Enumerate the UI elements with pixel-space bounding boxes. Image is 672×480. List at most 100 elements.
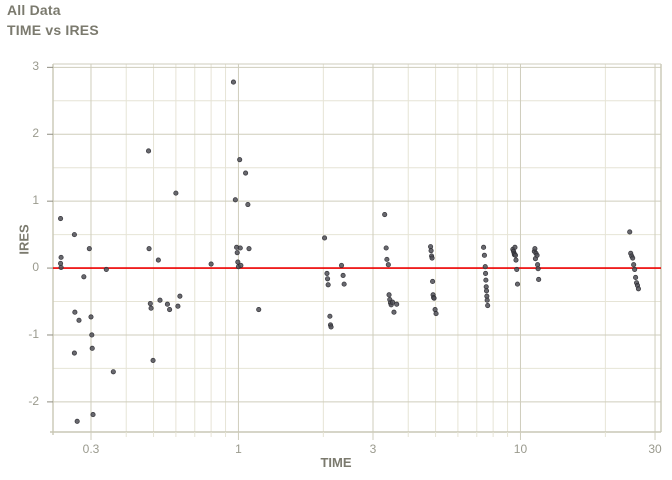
data-point (382, 212, 388, 218)
data-point (177, 293, 183, 299)
data-point (627, 229, 633, 235)
data-point (534, 252, 540, 258)
data-point (230, 79, 237, 85)
data-point (532, 246, 538, 252)
data-point (341, 281, 347, 287)
data-point (89, 332, 95, 338)
data-point (146, 148, 152, 154)
x-tick-label: 30 (648, 442, 662, 456)
data-point (58, 216, 64, 222)
data-point (482, 264, 488, 270)
data-point (74, 418, 80, 424)
data-point (384, 256, 390, 262)
data-point (481, 252, 487, 258)
y-tick-label: 1 (32, 193, 39, 208)
data-point (483, 277, 489, 283)
data-point (103, 266, 109, 272)
data-point (89, 345, 95, 351)
data-point (635, 286, 641, 292)
chart-subtitle: TIME vs IRES (7, 22, 99, 38)
y-tick-label: 2 (32, 126, 39, 141)
data-point (175, 303, 181, 309)
data-point (514, 266, 520, 272)
data-point (237, 157, 243, 163)
data-point (235, 259, 241, 265)
data-point (325, 276, 331, 282)
data-point (536, 276, 542, 283)
data-point (481, 244, 487, 250)
data-point (430, 278, 436, 285)
data-point (245, 201, 251, 208)
data-point (328, 324, 334, 330)
data-point (512, 252, 519, 258)
x-tick-label: 1 (235, 442, 242, 456)
data-point (485, 302, 491, 309)
data-point (71, 232, 77, 238)
data-point (243, 170, 249, 176)
data-point (246, 246, 252, 252)
data-point (157, 297, 163, 303)
data-point (535, 266, 541, 272)
data-point (234, 250, 240, 256)
data-point (164, 301, 170, 307)
data-point (631, 262, 637, 268)
page-title: All Data (7, 2, 61, 18)
minor-gridlines (53, 64, 661, 432)
data-point (71, 350, 77, 356)
data-point (431, 295, 437, 301)
data-point (88, 314, 94, 320)
data-point (340, 272, 346, 278)
data-point (338, 262, 345, 268)
data-point (433, 311, 439, 317)
x-tick-label: 0.3 (82, 442, 100, 456)
data-point (238, 262, 244, 268)
y-tick-label: -1 (28, 326, 39, 341)
data-point (325, 282, 331, 288)
data-point (322, 235, 328, 241)
x-tick-label: 3 (369, 442, 377, 456)
data-point (81, 274, 87, 280)
data-point (390, 299, 396, 305)
y-tick-label: 3 (32, 59, 39, 74)
data-point (391, 309, 397, 315)
data-point (155, 257, 161, 263)
data-point (383, 245, 389, 251)
data-point (514, 281, 521, 287)
data-point (110, 369, 116, 375)
major-gridlines (53, 64, 661, 432)
data-point (148, 305, 154, 311)
data-point (632, 266, 638, 272)
x-axis-label: TIME (320, 455, 352, 470)
data-point (429, 255, 435, 261)
data-point (327, 313, 333, 319)
x-tick-label: 10 (513, 442, 528, 456)
data-point (428, 248, 434, 254)
data-point (86, 246, 92, 252)
data-point (150, 357, 156, 363)
data-point (58, 254, 64, 260)
data-point (386, 292, 392, 298)
data-point (76, 317, 82, 323)
data-point (512, 244, 518, 250)
data-points (58, 79, 641, 424)
data-point (483, 270, 489, 276)
data-point (484, 297, 490, 303)
data-point (483, 288, 490, 294)
data-point (72, 309, 78, 315)
y-tick-label: -2 (28, 393, 39, 408)
axis-ticks (47, 66, 656, 440)
data-point (237, 245, 243, 251)
data-point (147, 300, 153, 307)
data-point (394, 301, 400, 307)
plot-frame (50, 63, 662, 435)
data-point (167, 307, 173, 313)
data-point (173, 190, 179, 196)
data-point (324, 270, 330, 276)
data-point (630, 255, 636, 261)
y-tick-label: 0 (32, 260, 39, 275)
data-point (385, 262, 391, 268)
data-point (58, 264, 64, 270)
data-point (208, 261, 214, 267)
